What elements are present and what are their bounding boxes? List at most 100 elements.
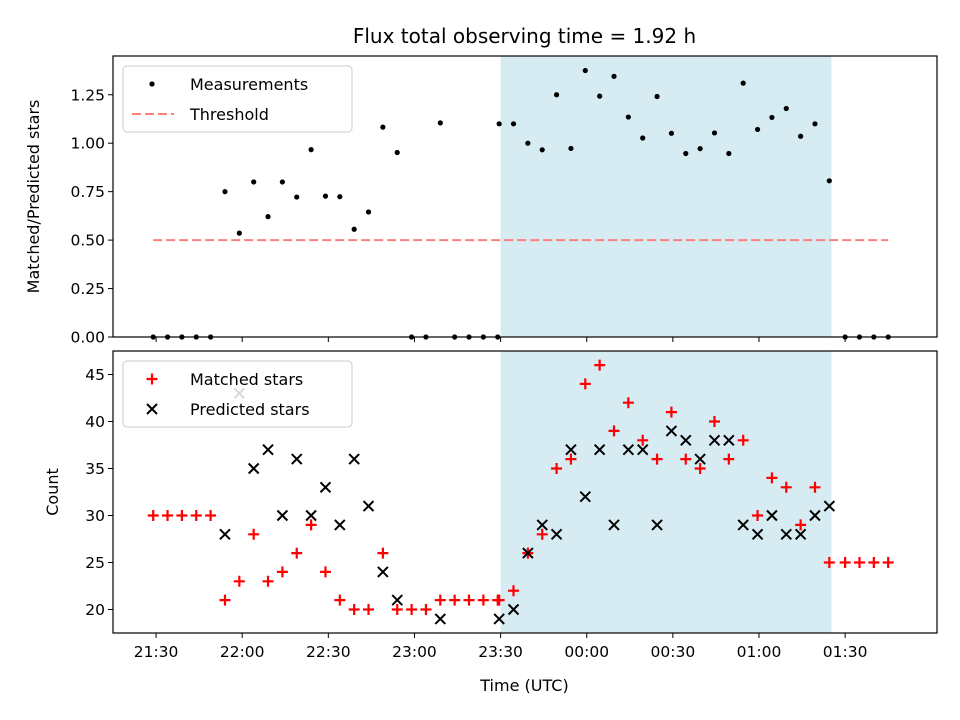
y-tick-label: 25 [85,554,105,572]
measurement-point [668,130,675,136]
measurement-point [611,73,617,79]
x-tick-label: 23:00 [392,643,437,661]
measurement-point [798,133,804,139]
predicted-star-point [579,490,592,503]
matched-star-point [622,397,634,409]
predicted-star-point [507,603,520,616]
measurement-point [265,214,271,220]
measurement-point [525,140,531,146]
y-tick-label: 1.25 [70,86,105,104]
predicted-star-point [362,500,375,512]
matched-star-point [248,528,260,540]
measurement-point [683,150,689,157]
predicted-star-point [262,443,274,456]
measurement-point [812,121,818,127]
y-tick-label: 35 [85,460,105,478]
matched-star-point [565,453,577,465]
predicted-star-point [723,434,735,447]
legend: Matched stars Predicted stars [122,360,353,428]
measurement-point [726,150,732,157]
predicted-star-point [334,519,346,531]
matched-star-point [205,510,217,521]
x-axis-ticks: 21:30 22:00 22:30 23:00 23:30 00:00 00:30 01:00… [134,643,868,661]
predicted-star-point [694,453,706,465]
matched-star-point [147,510,159,521]
predicted-star-point [536,519,548,531]
matched-star-point [795,519,807,531]
matched-star-point [766,472,778,484]
matched-star-point [391,604,403,615]
predicted-star-point [522,547,534,559]
predicted-star-point [291,453,303,465]
matched-star-point [449,594,461,606]
matched-star-point [319,566,331,578]
x-tick-label: 00:30 [651,643,696,661]
matched-star-point [233,575,245,587]
predicted-star-point [319,481,332,494]
matched-star-point [752,510,764,521]
matched-star-point [737,434,749,446]
y-tick-label: 20 [85,601,105,619]
matched-star-point [823,557,835,568]
measurement-point [222,189,228,195]
legend-marker [146,403,158,415]
legend-marker [149,81,155,87]
x-axis-label: Time (UTC) [479,676,568,695]
y-tick-label: 45 [85,366,105,384]
matched-star-point [651,453,663,465]
measurement-point [553,92,560,98]
predicted-star-point [377,566,389,578]
matched-star-point [594,359,606,371]
top-y-axis-label: Matched/Predicted stars [24,100,43,294]
measurement-point [754,126,761,133]
legend-box [122,65,353,133]
matched-star-point [694,463,706,474]
matched-star-point [377,547,389,559]
matched-star-point [868,557,880,568]
matched-star-point [162,510,174,521]
predicted-star-point [780,528,792,541]
measurement-point [437,120,443,126]
predicted-star-point [608,519,620,531]
y-tick-label: 0.25 [70,280,105,298]
matched-star-point [363,604,375,615]
measurement-point [365,209,372,215]
matched-star-point [680,453,692,465]
x-tick-label: 01:30 [823,643,868,661]
matched-star-point [853,557,865,568]
predicted-star-point [565,443,577,456]
matched-star-point [219,594,231,606]
matched-star-point [348,604,360,615]
bottom-y-axis-label: Count [43,468,62,516]
legend-box [122,360,353,428]
predicted-star-point [593,443,606,456]
measurement-point [510,121,517,127]
matched-star-point [882,557,894,568]
series-matched-stars [147,359,894,615]
y-tick-label: 1.00 [70,135,105,153]
predicted-star-point [247,462,260,475]
bottom-panel: 20 25 30 35 40 45 Matched stars Predicted stars [85,350,938,638]
measurement-point [394,149,400,156]
y-tick-label: 30 [85,507,105,525]
matched-star-point [477,594,489,606]
measurement-point [380,124,386,130]
predicted-star-point [680,434,692,447]
matched-star-point [780,481,792,493]
series-predicted-stars [219,387,836,625]
matched-star-point [708,416,720,427]
measurement-point [322,193,329,199]
measurement-point [711,130,718,136]
y-tick-label: 0.00 [70,329,105,347]
measurement-point [279,179,285,185]
measurement-point [582,67,588,74]
x-tick-label: 22:30 [306,643,351,661]
matched-star-point [176,510,188,521]
top-panel: 0.00 0.25 0.50 0.75 1.00 1.25 Measurements Thre… [70,55,938,347]
measurement-point [236,230,242,236]
matched-star-point [434,594,446,606]
measurement-point [597,93,603,99]
predicted-star-point [550,528,563,541]
legend: Measurements Threshold [122,65,353,133]
